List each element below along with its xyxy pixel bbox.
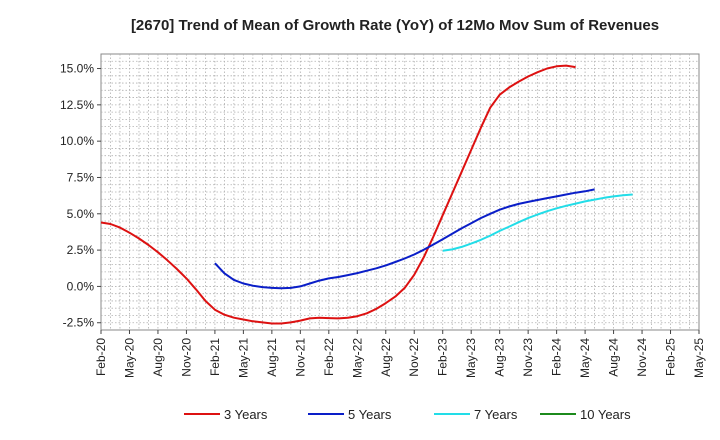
y-tick-label: 12.5% (60, 98, 94, 112)
x-tick-label: May-23 (464, 338, 478, 378)
x-tick-label: Nov-20 (179, 338, 193, 377)
legend-label: 7 Years (474, 407, 518, 422)
x-tick-label: Aug-24 (607, 338, 621, 377)
y-tick-label: -2.5% (63, 316, 95, 330)
gridlines (101, 54, 699, 330)
y-tick-label: 10.0% (60, 134, 94, 148)
x-tick-label: Nov-22 (407, 338, 421, 377)
legend-label: 5 Years (348, 407, 392, 422)
x-tick-label: Feb-23 (436, 338, 450, 376)
x-tick-label: Aug-23 (493, 338, 507, 377)
x-tick-label: May-25 (692, 338, 706, 378)
x-tick-label: Nov-24 (635, 338, 649, 377)
x-tick-label: Feb-20 (94, 338, 108, 376)
x-tick-label: Feb-25 (664, 338, 678, 376)
series-lines (100, 64, 633, 325)
x-tick-label: May-24 (578, 338, 592, 378)
y-tick-label: 15.0% (60, 62, 94, 76)
x-tick-label: Aug-21 (265, 338, 279, 377)
y-axis: -2.5% 0.0% 2.5% 5.0% 7.5% 10.0% 12.5% 15.0% (60, 62, 101, 330)
y-tick-label: 5.0% (67, 207, 95, 221)
x-tick-label: May-21 (236, 338, 250, 378)
legend-label: 3 Years (224, 407, 268, 422)
series-line-7-years (442, 193, 633, 252)
y-tick-label: 2.5% (67, 243, 95, 257)
x-tick-label: May-20 (122, 338, 136, 378)
y-tick-label: 0.0% (67, 279, 95, 293)
x-tick-label: Aug-20 (151, 338, 165, 377)
x-tick-label: Feb-21 (208, 338, 222, 376)
chart-title: [2670] Trend of Mean of Growth Rate (YoY… (131, 17, 659, 34)
x-tick-label: Aug-22 (379, 338, 393, 377)
legend: 3 Years 5 Years 7 Years 10 Years (184, 407, 631, 422)
y-tick-label: 7.5% (67, 170, 95, 184)
series-line-3-years (100, 64, 576, 325)
legend-label: 10 Years (580, 407, 631, 422)
x-tick-label: Feb-24 (550, 338, 564, 376)
x-tick-label: May-22 (350, 338, 364, 378)
series-line-5-years (214, 188, 595, 290)
x-axis: Feb-20 May-20 Aug-20 Nov-20 Feb-21 May-21 Aug-… (94, 330, 706, 378)
x-tick-label: Nov-21 (293, 338, 307, 377)
x-tick-label: Feb-22 (322, 338, 336, 376)
x-tick-label: Nov-23 (521, 338, 535, 377)
